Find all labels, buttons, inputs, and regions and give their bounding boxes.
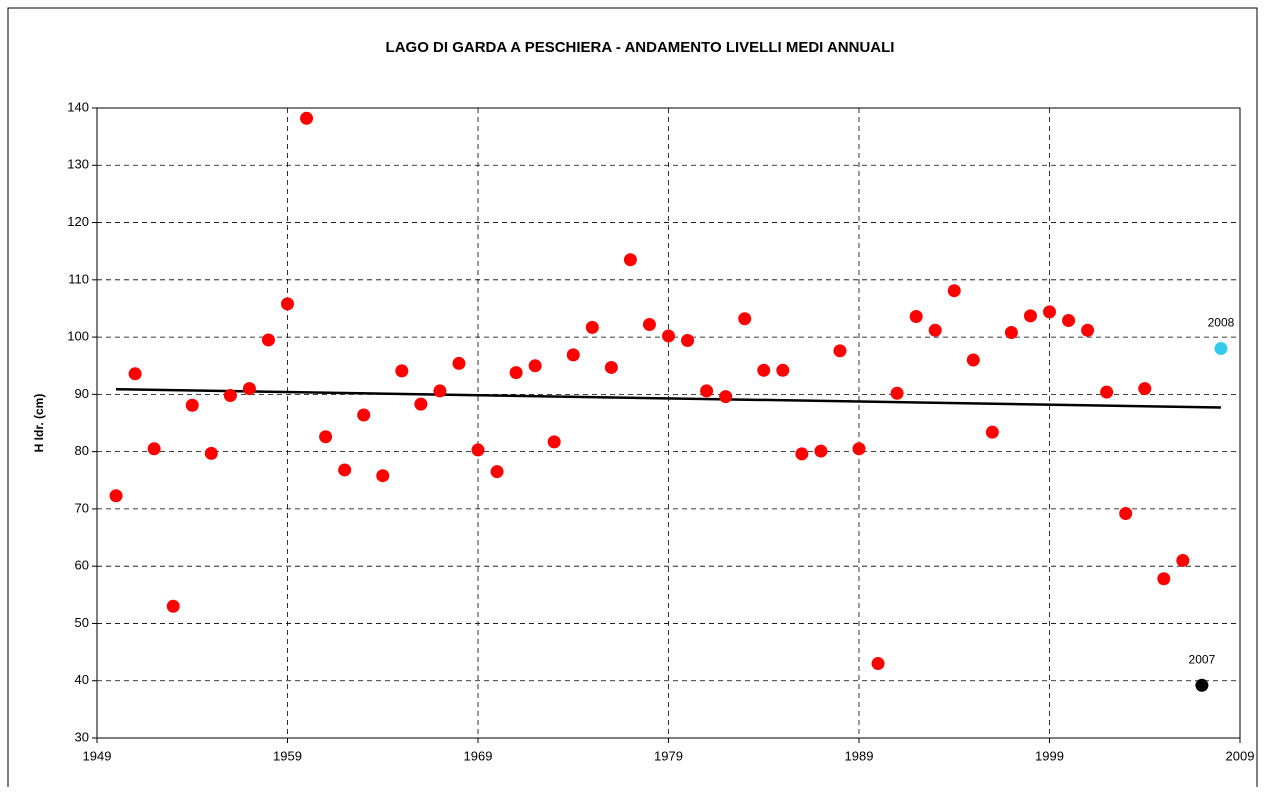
data-point xyxy=(1214,342,1228,356)
data-point xyxy=(623,253,637,267)
x-tick-label: 1949 xyxy=(83,748,112,763)
y-tick-label: 70 xyxy=(75,500,89,515)
data-point xyxy=(338,463,352,477)
data-point xyxy=(147,442,161,456)
point-annotation: 2007 xyxy=(1189,652,1216,666)
y-tick-label: 140 xyxy=(67,99,89,114)
data-point xyxy=(223,389,237,403)
data-point xyxy=(1157,572,1171,586)
data-point xyxy=(757,363,771,377)
data-point xyxy=(433,384,447,398)
data-point xyxy=(490,465,504,479)
data-point xyxy=(795,447,809,461)
x-tick-label: 1999 xyxy=(1035,748,1064,763)
y-axis-label: H Idr. (cm) xyxy=(32,394,46,453)
trend-line xyxy=(116,387,1221,409)
data-point xyxy=(185,398,199,412)
data-point xyxy=(1195,678,1209,692)
data-point xyxy=(909,309,923,323)
data-point xyxy=(871,657,885,671)
data-point xyxy=(1062,313,1076,327)
data-point xyxy=(1176,553,1190,567)
data-point xyxy=(642,317,656,331)
data-point xyxy=(166,599,180,613)
data-point xyxy=(566,348,580,362)
data-point xyxy=(662,329,675,343)
data-point xyxy=(395,364,409,378)
y-tick-label: 110 xyxy=(68,271,89,286)
y-tick-label: 120 xyxy=(67,214,89,229)
data-point xyxy=(700,384,714,398)
data-point xyxy=(776,363,790,377)
y-tick-label: 30 xyxy=(75,729,89,744)
x-tick-label: 1989 xyxy=(845,748,874,763)
data-point xyxy=(681,334,695,348)
chart-title: LAGO DI GARDA A PESCHIERA - ANDAMENTO LI… xyxy=(386,39,895,56)
data-point xyxy=(1100,385,1114,399)
data-point xyxy=(319,430,333,444)
data-point xyxy=(414,397,428,411)
x-tick-label: 1979 xyxy=(654,748,683,763)
data-point xyxy=(985,425,999,439)
y-tick-label: 80 xyxy=(75,443,89,458)
data-point xyxy=(890,386,904,400)
x-tick-label: 1959 xyxy=(273,748,302,763)
data-point xyxy=(814,444,828,458)
data-point xyxy=(547,435,561,449)
data-point xyxy=(852,442,866,456)
data-point xyxy=(1081,323,1095,337)
y-tick-label: 90 xyxy=(75,386,89,401)
data-point xyxy=(128,367,142,381)
data-point xyxy=(376,469,390,483)
data-point xyxy=(261,333,275,347)
data-point xyxy=(585,320,599,334)
data-point xyxy=(966,353,980,367)
data-point xyxy=(528,359,542,373)
y-tick-label: 50 xyxy=(75,615,89,630)
data-point xyxy=(109,489,123,503)
data-point xyxy=(1043,305,1056,319)
y-tick-label: 100 xyxy=(67,329,89,344)
y-tick-label: 60 xyxy=(75,558,89,573)
data-point xyxy=(509,366,523,380)
data-point xyxy=(833,344,847,358)
x-tick-label: 2009 xyxy=(1226,748,1255,763)
data-point xyxy=(471,443,485,457)
y-tick-label: 40 xyxy=(75,672,89,687)
data-point xyxy=(719,390,733,404)
point-annotation: 2008 xyxy=(1208,316,1235,330)
data-point xyxy=(281,297,294,311)
data-point xyxy=(738,312,752,326)
chart-frame xyxy=(7,7,1258,792)
x-tick-label: 1969 xyxy=(464,748,493,763)
data-point xyxy=(1138,382,1152,396)
data-point xyxy=(1119,506,1133,520)
data-point xyxy=(357,408,371,422)
data-point xyxy=(604,360,618,374)
data-point xyxy=(1004,326,1018,340)
y-tick-label: 130 xyxy=(67,157,89,172)
data-point xyxy=(1023,309,1037,323)
data-point xyxy=(242,382,256,396)
data-point xyxy=(928,323,942,337)
data-point xyxy=(947,284,961,298)
data-point xyxy=(452,356,466,370)
data-point xyxy=(300,111,314,125)
data-point xyxy=(204,446,218,460)
